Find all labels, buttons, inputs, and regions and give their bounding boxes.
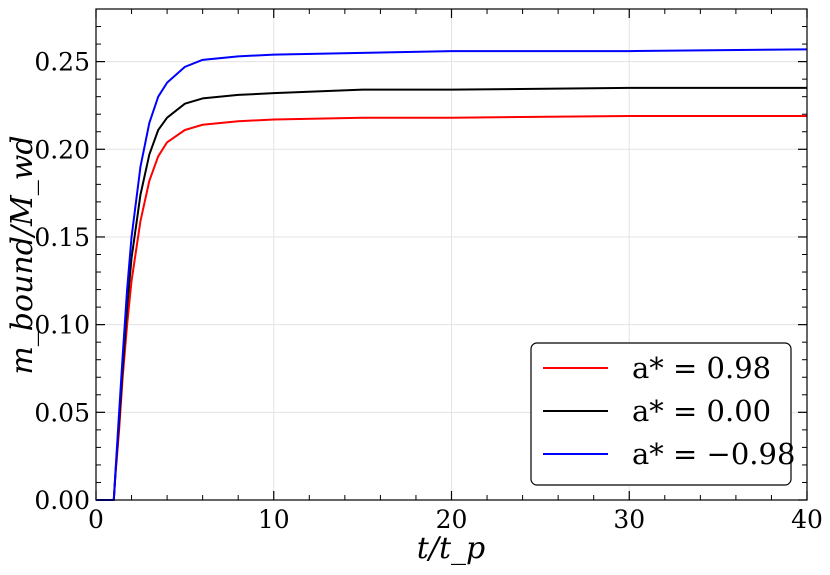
legend-label-3: a* = −0.98 xyxy=(632,437,795,471)
legend-label-1: a* = 0.98 xyxy=(632,351,771,385)
x-tick-label: 20 xyxy=(436,505,468,534)
y-tick-label: 0.10 xyxy=(34,311,90,340)
x-tick-label: 10 xyxy=(258,505,290,534)
x-tick-label: 0 xyxy=(88,505,104,534)
y-tick-label: 0.00 xyxy=(34,486,90,515)
x-tick-label: 40 xyxy=(791,505,823,534)
y-tick-label: 0.15 xyxy=(34,223,90,252)
y-tick-label: 0.05 xyxy=(34,398,90,427)
tick-labels: 0 10 20 30 40 0.00 0.05 0.10 0.15 0.20 0.25 xyxy=(34,48,823,534)
y-tick-label: 0.25 xyxy=(34,48,90,77)
y-tick-label: 0.20 xyxy=(34,135,90,164)
series-layer xyxy=(96,48,808,501)
y-axis-label: m_bound/M_wd xyxy=(5,135,40,374)
ticks xyxy=(95,9,808,501)
legend: a* = 0.98 a* = 0.00 a* = −0.98 xyxy=(530,342,795,486)
legend-items: a* = 0.98 a* = 0.00 a* = −0.98 xyxy=(543,351,795,471)
legend-label-2: a* = 0.00 xyxy=(632,394,771,428)
legend-box xyxy=(530,342,792,486)
x-tick-label: 30 xyxy=(613,505,645,534)
x-axis-label: t/t_p xyxy=(417,531,485,566)
series-line-3 xyxy=(96,48,808,501)
